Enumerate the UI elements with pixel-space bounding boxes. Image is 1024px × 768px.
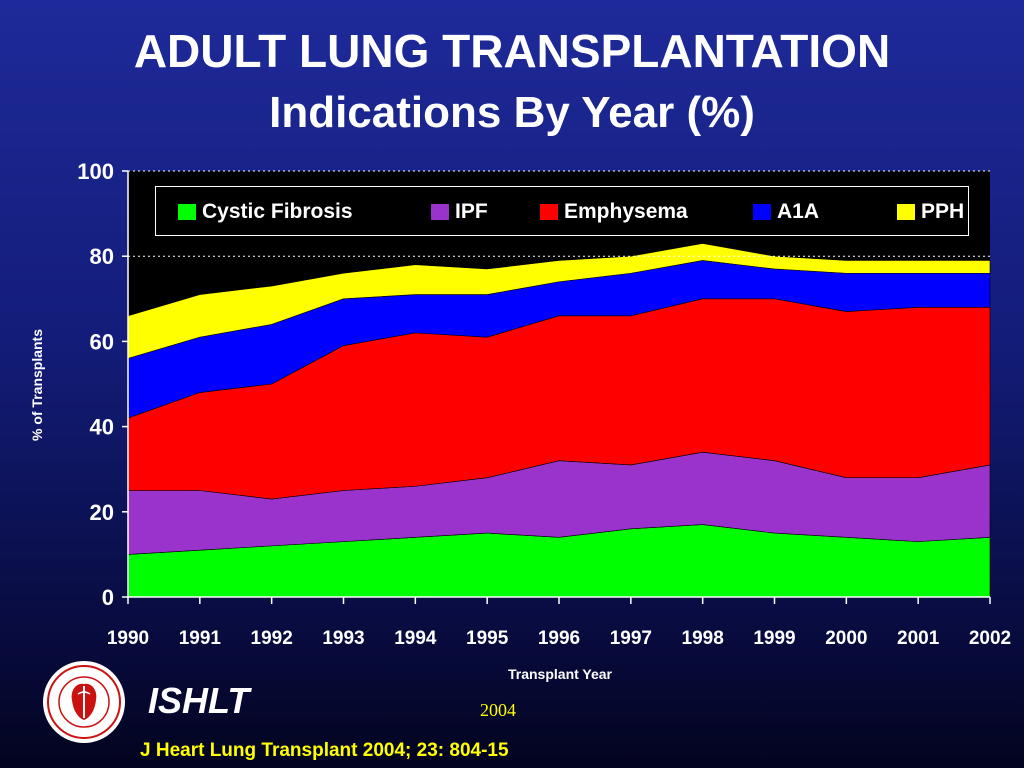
legend-swatch [897,204,915,220]
x-tick-label: 1991 [179,628,222,649]
y-tick-label: 100 [77,159,114,184]
area-pph [127,243,991,359]
y-tick-label: 40 [90,415,114,440]
legend-label: Cystic Fibrosis [202,200,353,223]
ishlt-society-seal-icon [43,661,125,743]
x-tick-label: 1998 [682,628,724,649]
year-stamp: 2004 [480,700,516,720]
slide-title: ADULT LUNG TRANSPLANTATION [133,25,891,77]
series-areas [127,243,991,598]
citation: J Heart Lung Transplant 2004; 23: 804-15 [140,740,509,761]
y-tick-labels: 0 20 40 60 80 100 [77,159,114,610]
x-tick-label: 2002 [969,628,1011,649]
y-tick-label: 60 [90,329,114,354]
x-tick-label: 1994 [394,628,437,649]
x-tick-label: 2000 [825,628,867,649]
legend-item-ipf: IPF [431,200,488,223]
brand-label: ISHLT [148,680,250,721]
axes [122,170,991,604]
legend-label: PPH [921,200,965,223]
legend-swatch [540,204,558,220]
chart-legend: Cystic Fibrosis IPF Emphysema A1A PPH [155,186,969,236]
x-tick-labels: 1990 1991 1992 1993 1994 1995 1996 1997 1998 1999… [107,628,1011,649]
x-tick-label: 1999 [753,628,795,649]
slide-subtitle: Indications By Year (%) [269,88,755,137]
legend-swatch [178,204,196,220]
x-tick-label: 2001 [897,628,940,649]
legend-item-a1a: A1A [753,200,820,223]
x-axis-title: Transplant Year [507,666,612,682]
legend-item-pph: PPH [897,200,965,223]
x-tick-label: 1990 [107,628,149,649]
legend-label: Emphysema [564,200,688,223]
y-tick-label: 0 [102,585,114,610]
x-tick-label: 1997 [610,628,652,649]
y-tick-label: 20 [90,500,114,525]
legend-label: A1A [777,200,820,223]
legend-swatch [431,204,449,220]
legend-item-emphysema: Emphysema [540,200,688,223]
x-tick-label: 1995 [466,628,509,649]
legend-item-cystic-fibrosis: Cystic Fibrosis [178,200,353,223]
legend-swatch [753,204,771,220]
x-tick-label: 1996 [538,628,580,649]
x-tick-label: 1993 [322,628,364,649]
y-axis-title: % of Transplants [29,328,45,442]
y-tick-label: 80 [90,244,114,269]
legend-label: IPF [455,200,488,223]
x-tick-label: 1992 [251,628,293,649]
gridlines [128,170,990,257]
